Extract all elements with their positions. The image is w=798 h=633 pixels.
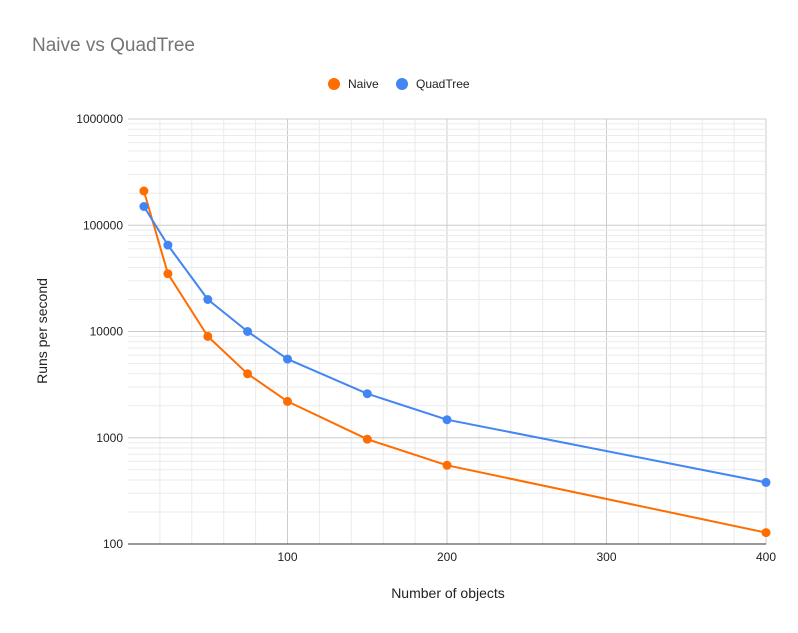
y-tick-label: 1000 bbox=[96, 431, 123, 445]
data-point-quadtree bbox=[243, 327, 253, 336]
data-point-naive bbox=[362, 434, 372, 444]
data-point-naive bbox=[442, 460, 452, 470]
series-layer bbox=[139, 186, 771, 538]
data-point-quadtree bbox=[362, 389, 372, 399]
legend-marker-naive bbox=[328, 78, 340, 90]
x-tick-label: 100 bbox=[277, 550, 297, 564]
data-point-naive bbox=[283, 396, 292, 406]
data-point-naive bbox=[761, 528, 771, 538]
y-tick-label: 100000 bbox=[83, 218, 123, 232]
x-axis-title: Number of objects bbox=[391, 585, 505, 601]
x-tick-label: 400 bbox=[756, 550, 776, 564]
y-axis-title: Runs per second bbox=[34, 278, 50, 384]
chart-title: Naive vs QuadTree bbox=[32, 35, 195, 56]
data-point-quadtree bbox=[203, 295, 213, 304]
data-point-naive bbox=[243, 369, 253, 379]
legend: Naive QuadTree bbox=[328, 77, 470, 91]
legend-label-naive: Naive bbox=[348, 77, 379, 91]
data-point-naive bbox=[139, 186, 149, 196]
legend-label-quadtree: QuadTree bbox=[416, 77, 470, 91]
y-tick-label: 1000000 bbox=[76, 112, 123, 126]
data-point-naive bbox=[203, 331, 213, 341]
axis-layer: 100 1000 10000 100000 1000000 100 200 300 400 bbox=[76, 112, 776, 564]
data-point-naive bbox=[163, 269, 173, 279]
data-point-quadtree bbox=[761, 477, 771, 487]
data-point-quadtree bbox=[283, 354, 292, 364]
legend-marker-quadtree bbox=[396, 78, 408, 90]
series-line-naive bbox=[142, 190, 767, 534]
x-tick-label: 200 bbox=[437, 550, 457, 564]
data-point-quadtree bbox=[139, 202, 149, 211]
grid-layer bbox=[128, 118, 767, 544]
data-point-quadtree bbox=[442, 415, 452, 425]
y-tick-label: 100 bbox=[103, 537, 123, 551]
y-tick-label: 10000 bbox=[90, 325, 124, 339]
x-tick-label: 300 bbox=[596, 550, 616, 564]
series-line-quadtree bbox=[143, 205, 767, 484]
data-point-quadtree bbox=[163, 240, 173, 250]
